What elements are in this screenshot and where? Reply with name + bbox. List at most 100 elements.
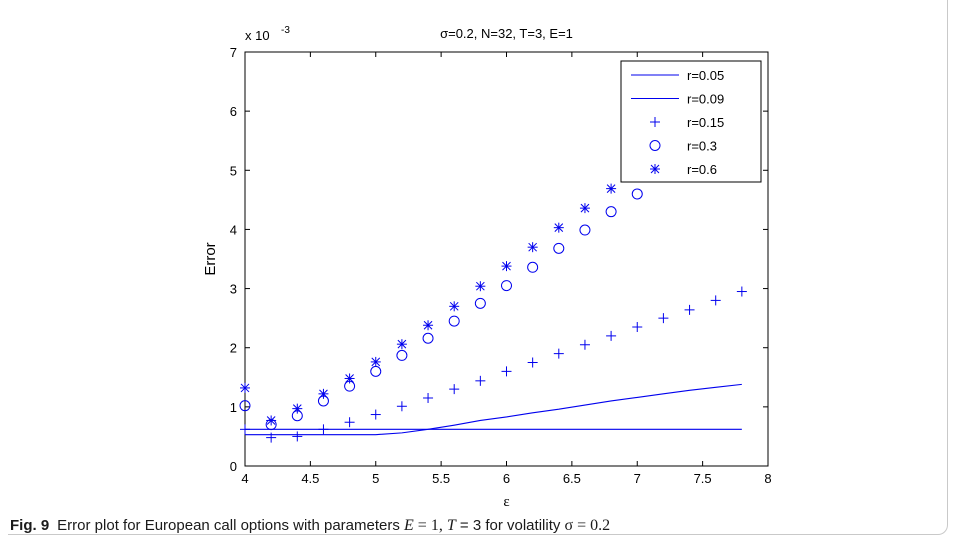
series-r-0-6-point: [501, 261, 512, 272]
series-r-0-6-point-d2: [580, 203, 590, 213]
x-tick-label: 5.5: [432, 471, 450, 486]
series-r-0-3-point: [422, 332, 434, 344]
y-tick-label: 0: [230, 459, 237, 474]
series-r-0-6-point: [527, 242, 538, 253]
x-tick-label: 4: [241, 471, 248, 486]
legend-box: [620, 60, 762, 183]
y-tick-label: 4: [230, 222, 237, 237]
series-r-0-15: [240, 286, 747, 443]
series-r-0-3-point: [474, 297, 486, 309]
legend-entry-r-0-09: r=0.09: [631, 92, 724, 107]
series-r-0-3-point: [239, 400, 251, 412]
y-tick-label: 7: [230, 45, 237, 60]
series-r-0-3-point: [579, 224, 591, 236]
x-tick-label: 6.5: [563, 471, 581, 486]
series-r-0-6-point: [553, 222, 564, 233]
series-r-0-6-point-d2: [554, 223, 564, 233]
x-tick-label: 6: [503, 471, 510, 486]
series-r-0-6-point-d2: [606, 184, 616, 193]
legend: r=0.05 r=0.09 r=0.15 r=0.3 r=0.6: [620, 60, 762, 183]
series-r-0-15-point: [579, 339, 590, 350]
series-r-0-3-point: [553, 242, 565, 254]
x-axis-label: ε: [503, 494, 509, 510]
figure-caption: Fig. 9 Error plot for European call optio…: [10, 517, 610, 535]
series-r-0-6-point-d2: [292, 404, 302, 413]
series-r-0-15-point: [370, 409, 381, 420]
series-r-0-15-point: [658, 313, 669, 324]
series-r-0-15-point: [684, 304, 695, 315]
series-r-0-6-point: [449, 301, 460, 312]
legend-entry-r-0-6-swatch-d2: [650, 164, 660, 174]
series-r-0-3-point: [631, 188, 643, 200]
series-r-0-15-point: [240, 424, 250, 435]
series-r-0-6-point: [579, 203, 590, 214]
series-r-0-3-point: [501, 280, 512, 292]
series-r-0-6-point: [606, 183, 617, 194]
caption-label: Fig. 9: [10, 517, 50, 534]
legend-entry-r-0-3-label: r=0.3: [687, 139, 717, 154]
series-r-0-6-point-d2: [266, 416, 276, 425]
legend-entry-r-0-6: r=0.6: [650, 162, 717, 177]
series-r-0-3-point: [370, 365, 382, 377]
series-r-0-15-point: [292, 431, 303, 442]
x-tick-label: 8: [764, 471, 771, 486]
x-tick-label: 7: [634, 471, 641, 486]
caption-sigma: σ: [564, 517, 574, 534]
caption-eq-sigma: = 0.2: [573, 517, 611, 534]
series-r-0-15-point: [266, 432, 277, 443]
caption-eq-t: = 3 for volatility: [455, 517, 565, 534]
x-tick-label: 4.5: [301, 471, 319, 486]
series-r-0-6-point: [423, 320, 434, 331]
y-tick-label: 3: [230, 282, 237, 297]
series-r-0-15-point: [475, 375, 486, 386]
y-tick-label: 5: [230, 163, 237, 178]
series-r-0-6-point-d2: [449, 301, 459, 311]
series-r-0-3-point: [448, 315, 460, 327]
legend-entry-r-0-6-swatch: [650, 164, 660, 174]
series-r-0-6: [240, 146, 669, 426]
series-r-0-15-point: [318, 424, 329, 435]
series-r-0-6-point-d2: [371, 357, 381, 367]
series-r-0-6-point-d2: [397, 339, 407, 349]
series-r-0-6-point-d2: [423, 320, 433, 330]
series-r-0-6-point-d2: [528, 242, 538, 252]
series-r-0-15-point: [553, 348, 564, 359]
caption-text: Error plot for European call options wit…: [57, 517, 405, 534]
y-tick-label: 2: [230, 341, 237, 356]
series-r-0-6-point: [266, 415, 277, 426]
series-r-0-15-point: [423, 392, 434, 403]
series-r-0-15-point: [449, 384, 460, 395]
series-r-0-6-point: [344, 373, 355, 384]
caption-eq-e: = 1,: [413, 517, 447, 534]
error-chart: 4 4.5 5 5.5 6 6.5 7 7.5 8 0 1 2 3 4 5 6 7 x 10 -3 σ=0.2, N=…: [202, 25, 772, 510]
series-r-0-6-point: [396, 339, 407, 350]
legend-entry-r-0-15-label: r=0.15: [687, 115, 724, 130]
series-r-0-15-point: [710, 295, 721, 306]
series-r-0-3-point: [527, 261, 539, 273]
series-r-0-15-point: [632, 322, 643, 333]
series-r-0-6-point: [292, 403, 303, 414]
series-r-0-15-point: [606, 330, 617, 341]
series-r-0-6-point-d2: [345, 374, 354, 383]
plot-area: 4 4.5 5 5.5 6 6.5 7 7.5 8 0 1 2 3 4 5 6 7 x 10 -3 σ=0.2, N=…: [202, 25, 772, 510]
series-r-0-09-line: [245, 383, 742, 436]
legend-entry-r-0-3: r=0.3: [649, 139, 717, 154]
x-tick-label: 5: [372, 471, 379, 486]
series-r-0-09: [245, 383, 742, 436]
figure-frame: [8, 0, 948, 535]
legend-entry-r-0-09-label: r=0.09: [687, 92, 724, 107]
series-r-0-15-point: [396, 401, 407, 412]
y-exponent-power: -3: [281, 25, 290, 36]
y-tick-label: 1: [230, 400, 237, 415]
x-tick-label: 7.5: [694, 471, 712, 486]
series-r-0-6-point: [240, 382, 250, 393]
legend-entry-r-0-15: r=0.15: [650, 115, 724, 130]
series-r-0-6-point-d2: [319, 389, 328, 399]
y-axis-label: Error: [202, 242, 219, 275]
legend-entry-r-0-3-swatch: [649, 140, 661, 151]
series-r-0-15-point: [736, 286, 747, 297]
series-r-0-3-point: [396, 349, 408, 361]
caption-var-t: T: [446, 517, 456, 534]
series-r-0-6-point-d2: [502, 261, 511, 271]
series-r-0-6-point-d2: [240, 383, 250, 393]
